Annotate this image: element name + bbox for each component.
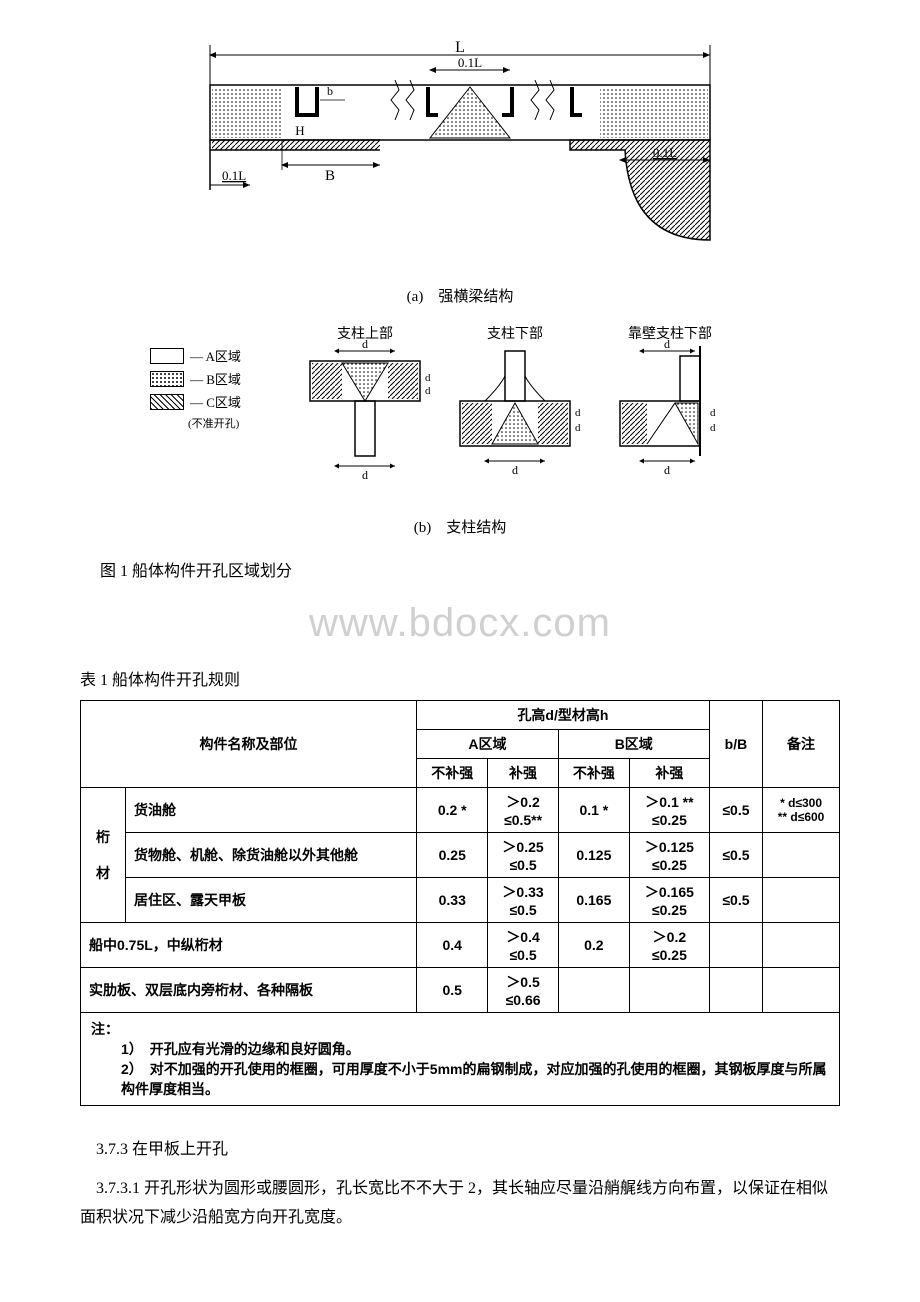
r4-name: 船中0.75L，中纵桁材 bbox=[81, 923, 417, 968]
legend: — A区域 — B区域 — C区域 (不准开孔) bbox=[150, 346, 241, 431]
d-top1: d bbox=[362, 337, 368, 351]
r4-ano: 0.4 bbox=[417, 923, 488, 968]
r1-name: 货油舱 bbox=[126, 788, 417, 833]
d-top2: d bbox=[362, 468, 368, 482]
r2-name: 货物舱、机舱、除货油舱以外其他舱 bbox=[126, 833, 417, 878]
r1-bno: 0.1 * bbox=[558, 788, 629, 833]
th-b-no: 不补强 bbox=[558, 759, 629, 788]
table-caption: 表 1 船体构件开孔规则 bbox=[80, 666, 880, 690]
r2-note bbox=[763, 833, 840, 878]
group-cell: 桁材 bbox=[81, 788, 126, 923]
r1-byes: ＞0.1 ** ≤0.25 bbox=[630, 788, 710, 833]
d-wall2: d bbox=[664, 463, 670, 477]
r5-bb bbox=[709, 968, 762, 1013]
r4-bno: 0.2 bbox=[558, 923, 629, 968]
r4-byes: ＞0.2 ≤0.25 bbox=[630, 923, 710, 968]
r1-ano: 0.2 * bbox=[417, 788, 488, 833]
label-01L-left: 0.1L bbox=[222, 168, 246, 183]
r3-byes: ＞0.165 ≤0.25 bbox=[630, 878, 710, 923]
svg-text:d: d bbox=[710, 407, 716, 419]
th-name: 构件名称及部位 bbox=[81, 701, 417, 788]
table-notes: 注： 1） 开孔应有光滑的边缘和良好圆角。 2） 对不加强的开孔使用的框圈，可用… bbox=[80, 1013, 840, 1106]
r2-byes: ＞0.125 ≤0.25 bbox=[630, 833, 710, 878]
th-azone: A区域 bbox=[417, 730, 559, 759]
body-text: 3.7.3 在甲板上开孔 3.7.3.1 开孔形状为圆形或腰圆形，孔长宽比不不大… bbox=[80, 1136, 840, 1232]
section-373: 3.7.3 在甲板上开孔 bbox=[80, 1136, 840, 1165]
rules-table: 构件名称及部位 孔高d/型材高h b/B 备注 A区域 B区域 不补强 补强 不… bbox=[80, 700, 840, 1013]
r3-ayes: ＞0.33 ≤0.5 bbox=[488, 878, 558, 923]
r1-bb: ≤0.5 bbox=[709, 788, 762, 833]
notes-label: 注： bbox=[91, 1019, 829, 1039]
label-01L-top: 0.1L bbox=[458, 55, 482, 70]
r3-note bbox=[763, 878, 840, 923]
section-3731: 3.7.3.1 开孔形状为圆形或腰圆形，孔长宽比不不大于 2，其长轴应尽量沿艄艉… bbox=[80, 1175, 840, 1233]
r4-note bbox=[763, 923, 840, 968]
r5-name: 实肋板、双层底内旁桁材、各种隔板 bbox=[81, 968, 417, 1013]
r2-bb: ≤0.5 bbox=[709, 833, 762, 878]
diagram-a-container: L 0.1L bbox=[150, 40, 770, 306]
r5-bno bbox=[558, 968, 629, 1013]
th-a-yes: 补强 bbox=[488, 759, 558, 788]
svg-text:d: d bbox=[575, 407, 581, 419]
th-b-yes: 补强 bbox=[630, 759, 710, 788]
r4-bb bbox=[709, 923, 762, 968]
r3-ano: 0.33 bbox=[417, 878, 488, 923]
label-H: H bbox=[295, 123, 304, 138]
col-bot-title: 支柱下部 bbox=[487, 326, 543, 342]
r2-ayes: ＞0.25 ≤0.5 bbox=[488, 833, 558, 878]
svg-text:d: d bbox=[575, 422, 581, 434]
diagram-a-svg: L 0.1L bbox=[150, 40, 770, 270]
figure-caption: 图 1 船体构件开孔区域划分 bbox=[100, 557, 880, 581]
r5-note bbox=[763, 968, 840, 1013]
r1-ayes: ＞0.2 ≤0.5** bbox=[488, 788, 558, 833]
label-B: B bbox=[325, 168, 335, 184]
svg-text:d: d bbox=[425, 372, 431, 384]
r5-ano: 0.5 bbox=[417, 968, 488, 1013]
d-wall1: d bbox=[664, 337, 670, 351]
r5-byes bbox=[630, 968, 710, 1013]
note-1: 1） 开孔应有光滑的边缘和良好圆角。 bbox=[91, 1039, 829, 1059]
label-L: L bbox=[455, 40, 465, 56]
r4-ayes: ＞0.4 ≤0.5 bbox=[488, 923, 558, 968]
diagram-b-container: — A区域 — B区域 — C区域 (不准开孔) bbox=[150, 326, 770, 537]
d-bot: d bbox=[512, 463, 518, 477]
th-ratio: 孔高d/型材高h bbox=[417, 701, 710, 730]
legend-c: — C区域 bbox=[190, 392, 241, 411]
legend-b: — B区域 bbox=[190, 369, 241, 388]
r1-note: * d≤300 ** d≤600 bbox=[763, 788, 840, 833]
legend-a: — A区域 bbox=[190, 346, 241, 365]
r2-ano: 0.25 bbox=[417, 833, 488, 878]
watermark: www.bdocx.com bbox=[40, 601, 880, 646]
th-bb: b/B bbox=[709, 701, 762, 788]
r3-name: 居住区、露天甲板 bbox=[126, 878, 417, 923]
r3-bno: 0.165 bbox=[558, 878, 629, 923]
caption-a: (a) 强横梁结构 bbox=[150, 285, 770, 306]
diagram-b-svg: 支柱上部 d d d d 支柱下部 bbox=[150, 326, 770, 496]
r3-bb: ≤0.5 bbox=[709, 878, 762, 923]
th-note: 备注 bbox=[763, 701, 840, 788]
th-bzone: B区域 bbox=[558, 730, 709, 759]
r5-ayes: ＞0.5 ≤0.66 bbox=[488, 968, 558, 1013]
label-b-small: b bbox=[327, 84, 333, 98]
col-wall-title: 靠壁支柱下部 bbox=[628, 326, 712, 342]
caption-b: (b) 支柱结构 bbox=[150, 516, 770, 537]
svg-text:d: d bbox=[710, 422, 716, 434]
note-2: 2） 对不加强的开孔使用的框圈，可用厚度不小于5mm的扁钢制成，对应加强的孔使用… bbox=[91, 1059, 829, 1099]
legend-note: (不准开孔) bbox=[188, 415, 241, 431]
th-a-no: 不补强 bbox=[417, 759, 488, 788]
r2-bno: 0.125 bbox=[558, 833, 629, 878]
svg-text:d: d bbox=[425, 385, 431, 397]
label-01L-right: 0.1L bbox=[653, 145, 677, 160]
